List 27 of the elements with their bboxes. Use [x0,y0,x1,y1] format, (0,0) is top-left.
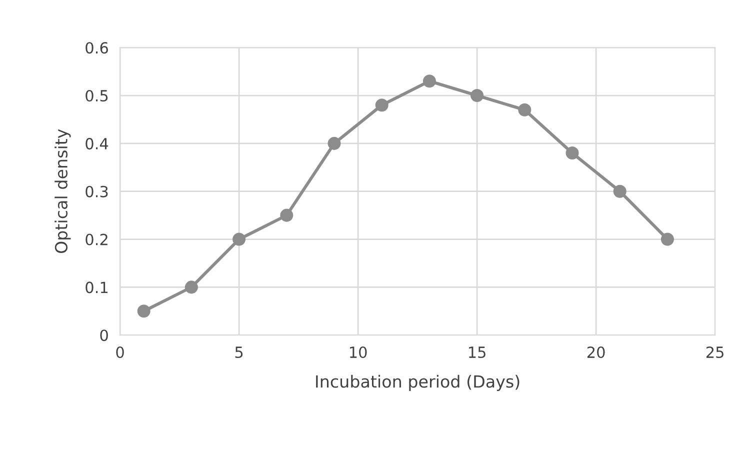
x-tick-label: 25 [706,346,724,358]
y-tick-label: 0.5 [86,90,108,102]
x-tick-label: 20 [587,346,605,358]
point [328,136,341,150]
x-tick-label: 5 [235,346,243,358]
point [184,280,198,294]
x-tick-label: 0 [116,346,124,358]
point [280,208,294,222]
point [232,232,246,246]
point [422,74,436,88]
point [660,232,674,246]
y-tick-label: 0.2 [86,234,108,246]
point [613,184,626,198]
point [137,304,150,318]
point [518,103,532,116]
y-axis-title: Optical density [54,129,71,254]
y-tick-label: 0.6 [86,42,108,54]
y-tick-label: 0 [100,330,108,342]
x-axis-title: Incubation period (Days) [316,374,520,392]
point [375,98,388,112]
x-tick-label: 15 [469,346,486,358]
y-tick-label: 0.1 [86,282,108,294]
y-tick-label: 0.3 [86,186,108,198]
x-tick-label: 10 [350,346,367,358]
point [470,89,484,102]
y-tick-label: 0.4 [86,138,108,150]
point [566,146,579,160]
